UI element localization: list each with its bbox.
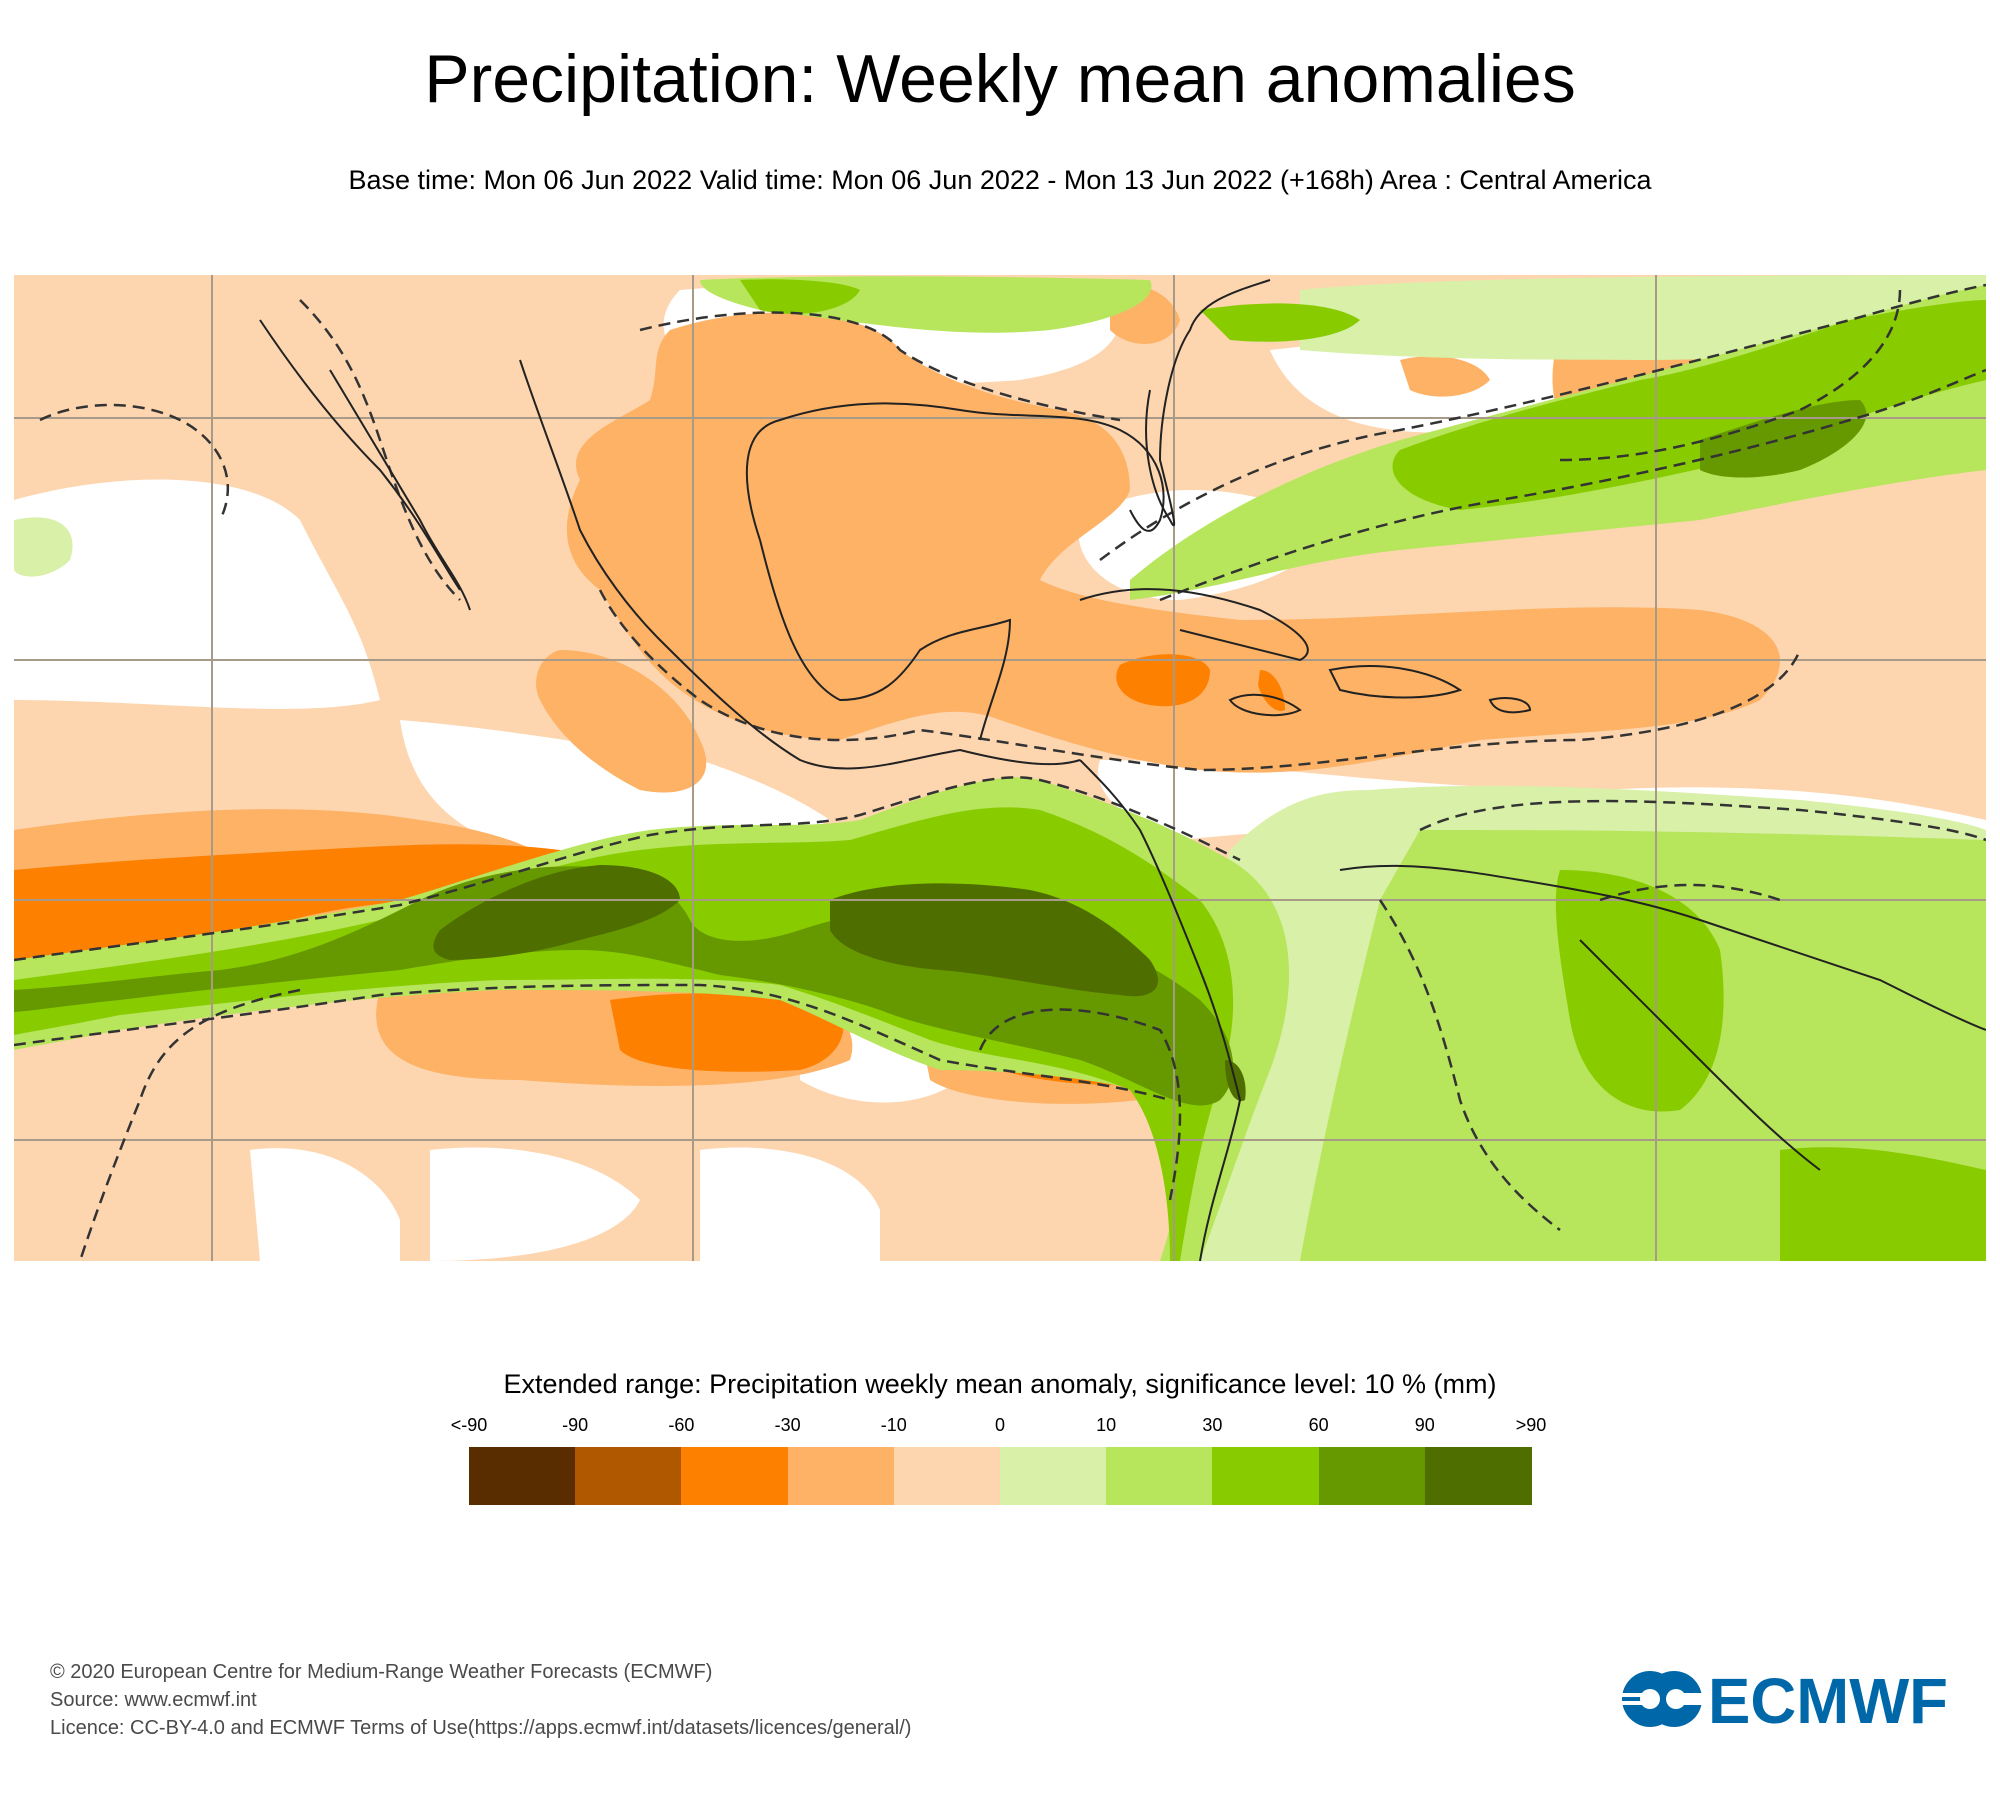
copyright-text: © 2020 European Centre for Medium-Range …	[50, 1661, 713, 1683]
ecmwf-logo-text: ECMWF	[1708, 1668, 1948, 1730]
colorbar-label: <-90	[450, 1415, 488, 1435]
colorbar-box	[1318, 1447, 1426, 1505]
colorbar-label: 30	[1202, 1415, 1223, 1435]
source-text: Source: www.ecmwf.int	[50, 1689, 257, 1711]
colorbar-box	[1212, 1447, 1320, 1505]
colorbar-label: >90	[1515, 1415, 1547, 1435]
gridlines	[14, 275, 1986, 1261]
colorbar-label: 60	[1308, 1415, 1329, 1435]
colorbar-label: 0	[994, 1415, 1005, 1435]
colorbar-box	[1000, 1447, 1107, 1505]
colorbar-box	[681, 1447, 789, 1505]
chart-title: Precipitation: Weekly mean anomalies	[424, 41, 1576, 117]
colorbar-label: 10	[1096, 1415, 1117, 1435]
licence-text: Licence: CC-BY-4.0 and ECMWF Terms of Us…	[50, 1717, 912, 1739]
colorbar-box	[1424, 1447, 1532, 1505]
ecmwf-logo-icon	[1620, 1671, 1706, 1727]
colorbar-box	[575, 1447, 683, 1505]
colorbar-box	[787, 1447, 895, 1505]
colorbar-label: 90	[1414, 1415, 1435, 1435]
coastlines	[259, 279, 1986, 1261]
colorbar-box	[1106, 1447, 1214, 1505]
colorbar-label: -90	[562, 1415, 589, 1435]
significance-contours	[14, 283, 1986, 1261]
colorbar-box	[893, 1447, 1001, 1505]
footer: © 2020 European Centre for Medium-Range …	[50, 1658, 911, 1742]
colorbar-label: -30	[774, 1415, 801, 1435]
legend-title: Extended range: Precipitation weekly mea…	[503, 1369, 1497, 1399]
chart-subtitle: Base time: Mon 06 Jun 2022 Valid time: M…	[348, 165, 1652, 195]
ecmwf-logo: ECMWF	[1620, 1668, 1948, 1730]
colorbar-label: -10	[880, 1415, 907, 1435]
anomaly-map	[14, 275, 1986, 1261]
colorbar-label: -60	[668, 1415, 695, 1435]
colorbar-box	[469, 1447, 576, 1505]
